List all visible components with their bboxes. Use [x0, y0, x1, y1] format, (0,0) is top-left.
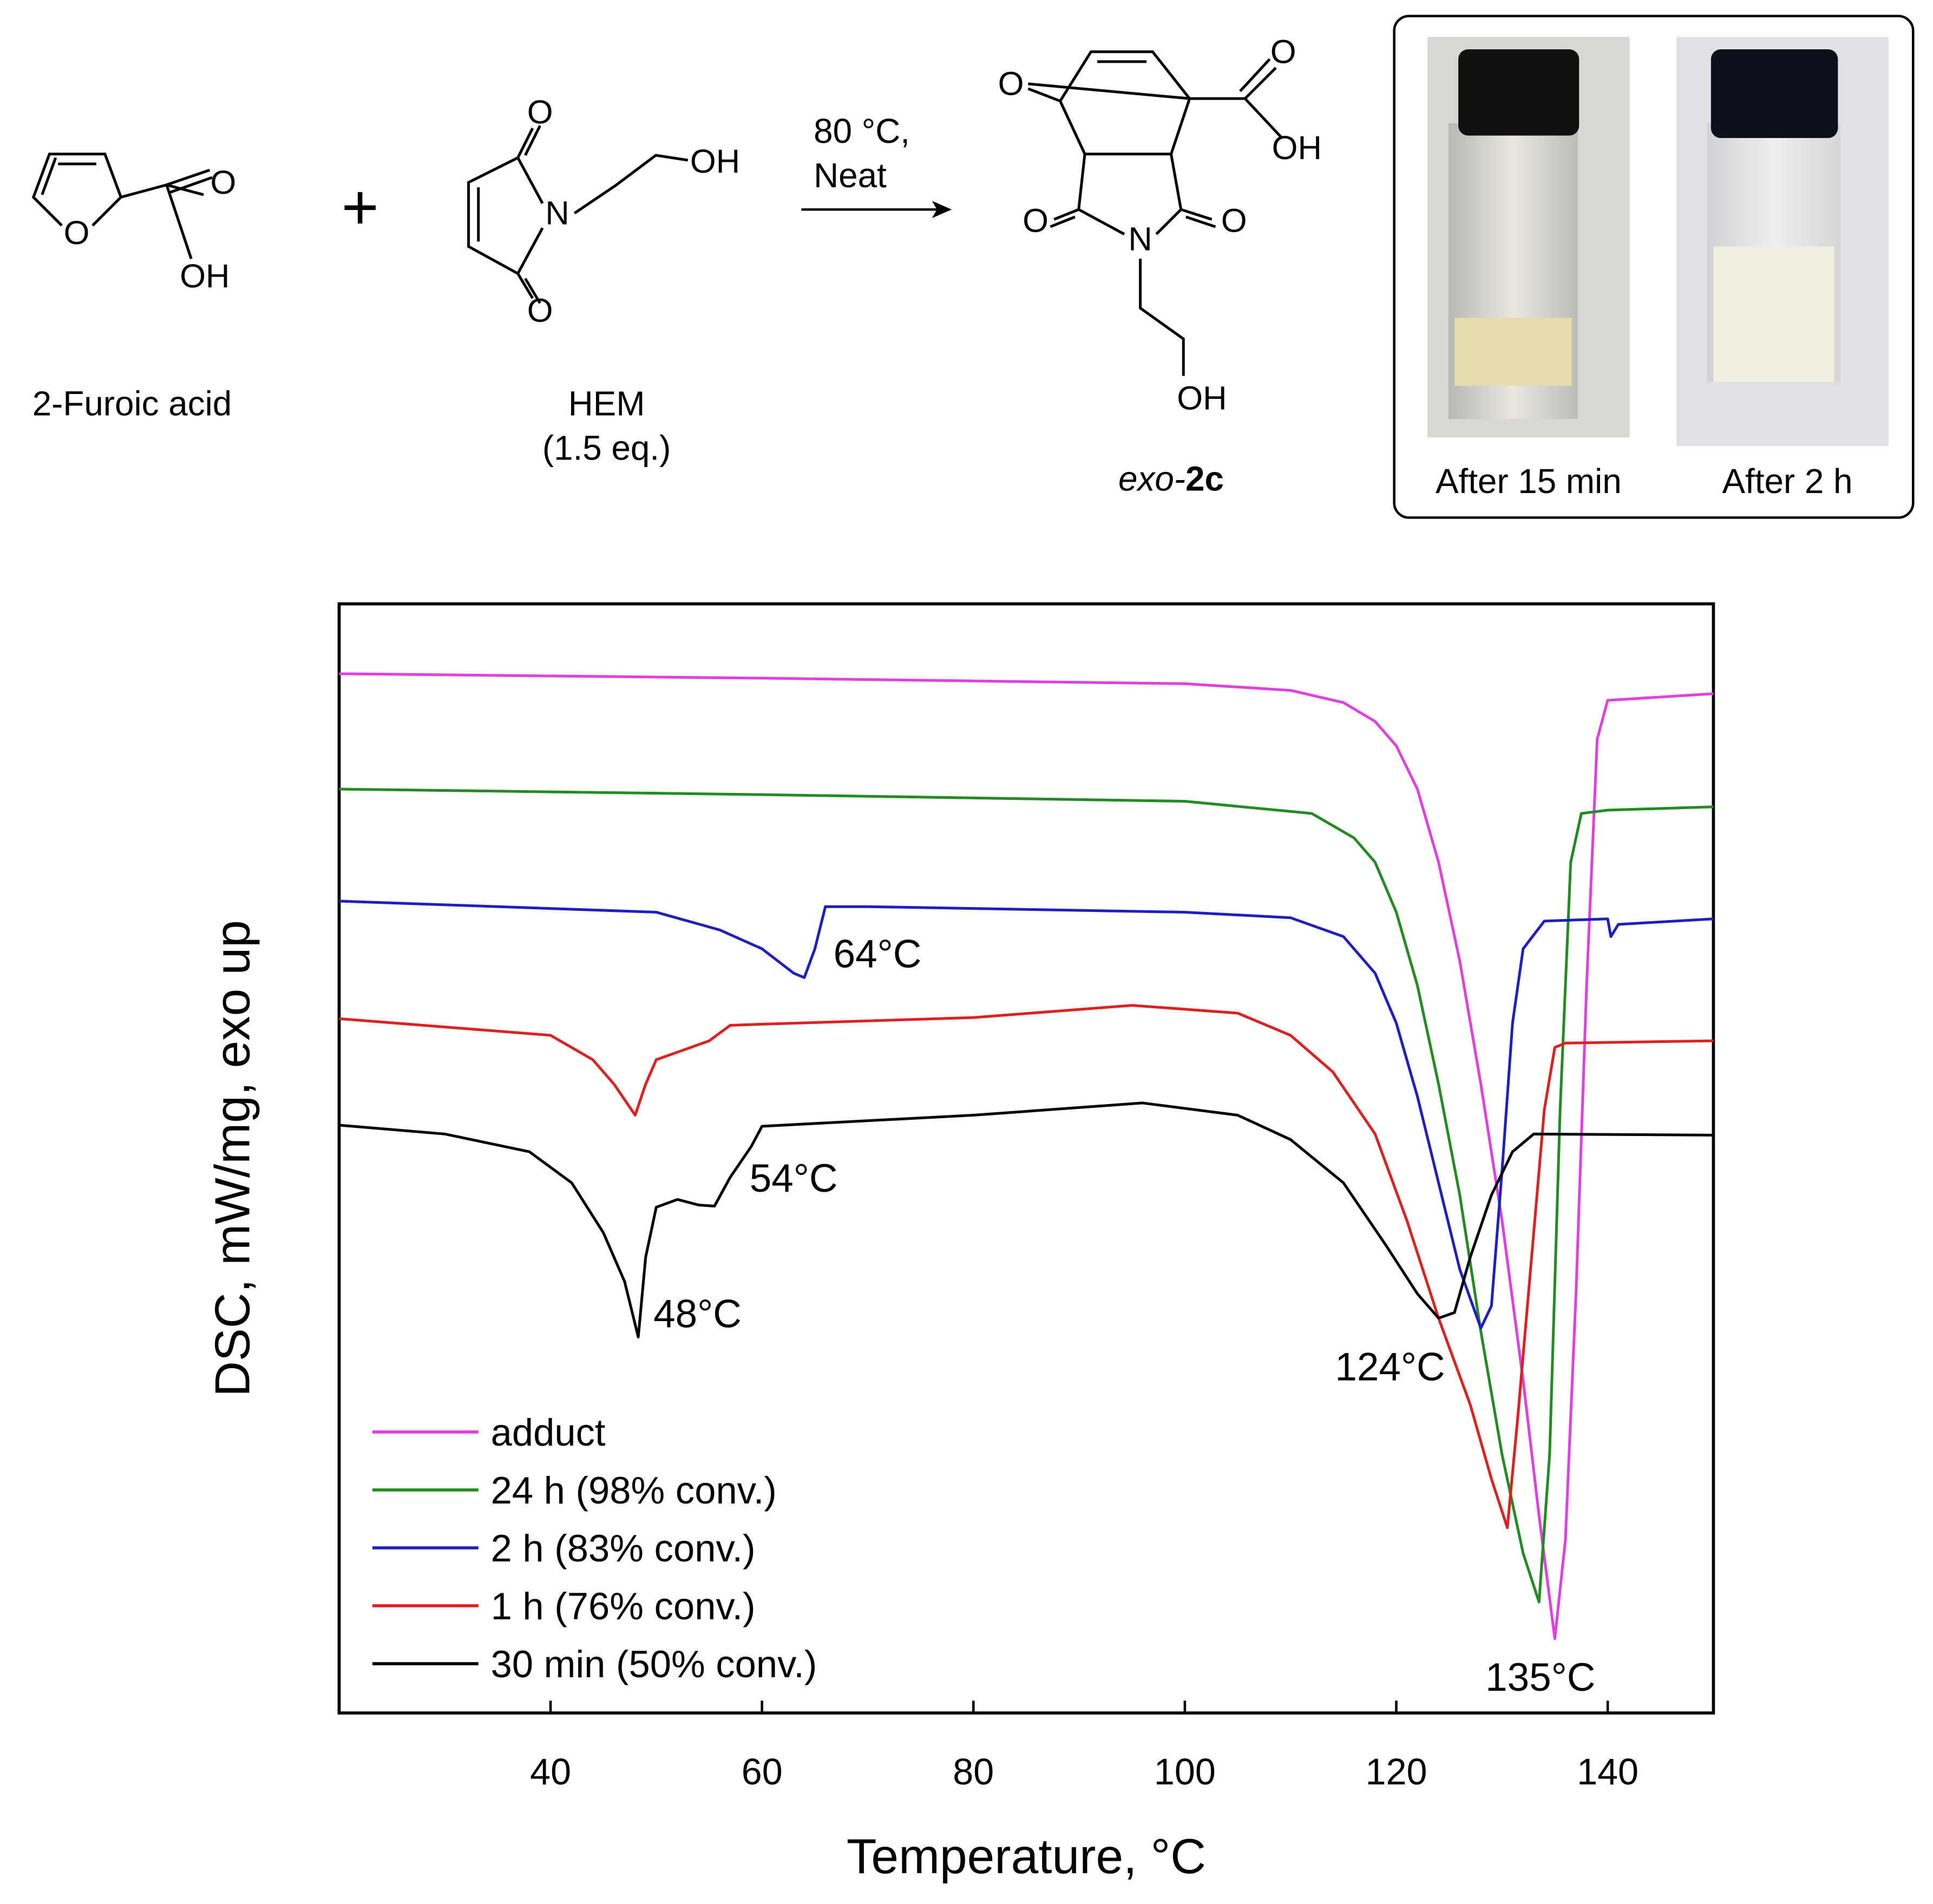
photo-panel: After 15 min After 2 h: [1393, 15, 1915, 519]
x-axis-label: Temperature, °C: [847, 1829, 1206, 1884]
atom-label: O: [527, 94, 553, 131]
condition: Neat: [814, 156, 887, 195]
x-tick-label: 100: [1154, 1751, 1216, 1793]
atom-label: N: [545, 195, 569, 232]
peak-annotation: 48°C: [653, 1292, 742, 1336]
x-tick-label: 140: [1577, 1751, 1639, 1793]
series-line: [339, 1004, 1714, 1529]
compound-name: exo-2c: [1118, 459, 1224, 498]
atom-label: O: [211, 164, 237, 201]
peak-annotation: 135°C: [1485, 1656, 1595, 1699]
compound-note: (1.5 eq.): [542, 428, 671, 467]
x-tick-label: 120: [1366, 1751, 1427, 1793]
atom-label: O: [1221, 202, 1247, 239]
atom-label: O: [64, 214, 90, 252]
structure-product: O O OH O N O OH exo-2c: [998, 33, 1322, 498]
atom-label: O: [527, 292, 553, 330]
x-tick-label: 40: [530, 1751, 571, 1793]
atom-label: OH: [1272, 129, 1322, 167]
structure-furoic-acid: O O OH 2-Furoic acid: [31, 153, 237, 423]
legend-label: 1 h (76% conv.): [491, 1585, 756, 1627]
y-axis-label: DSC, mW/mg, exo up: [205, 920, 260, 1397]
peak-annotation: 54°C: [750, 1157, 838, 1200]
reaction-arrow: 80 °C, Neat: [801, 111, 952, 219]
x-tick-label: 60: [742, 1751, 783, 1793]
atom-label: N: [1128, 221, 1152, 258]
dsc-chart: 40 60 80 100 120 140 Temperature, °C DSC, mW/mg…: [205, 602, 1715, 1884]
series-line: [339, 672, 1714, 1640]
peak-annotation: 64°C: [834, 932, 922, 976]
atom-label: O: [1270, 33, 1296, 70]
peak-annotation: 124°C: [1335, 1345, 1445, 1389]
x-tick-label: 80: [953, 1751, 994, 1793]
atom-label: OH: [1177, 379, 1227, 417]
series-line: [339, 900, 1714, 1330]
photo-caption: After 15 min: [1436, 462, 1622, 501]
legend-label: 24 h (98% conv.): [491, 1469, 777, 1512]
structure-hem: O N OH O HEM (1.5 eq.): [467, 94, 740, 467]
plot-frame: [337, 602, 1715, 1715]
compound-name: HEM: [568, 384, 645, 423]
photo-caption: After 2 h: [1722, 462, 1853, 501]
legend-label: 30 min (50% conv.): [491, 1643, 817, 1685]
atom-label: OH: [690, 143, 740, 180]
compound-name: 2-Furoic acid: [32, 384, 232, 423]
legend-label: adduct: [491, 1411, 606, 1454]
atom-label: O: [998, 65, 1024, 103]
name-part: 2c: [1185, 459, 1224, 498]
name-part: exo-: [1118, 459, 1185, 498]
legend-label: 2 h (83% conv.): [491, 1527, 756, 1570]
atom-label: O: [1023, 202, 1049, 239]
series-line: [339, 1101, 1714, 1338]
atom-label: OH: [180, 258, 230, 295]
series-line: [339, 787, 1714, 1604]
condition: 80 °C,: [814, 111, 910, 150]
plus-sign: +: [342, 172, 379, 244]
